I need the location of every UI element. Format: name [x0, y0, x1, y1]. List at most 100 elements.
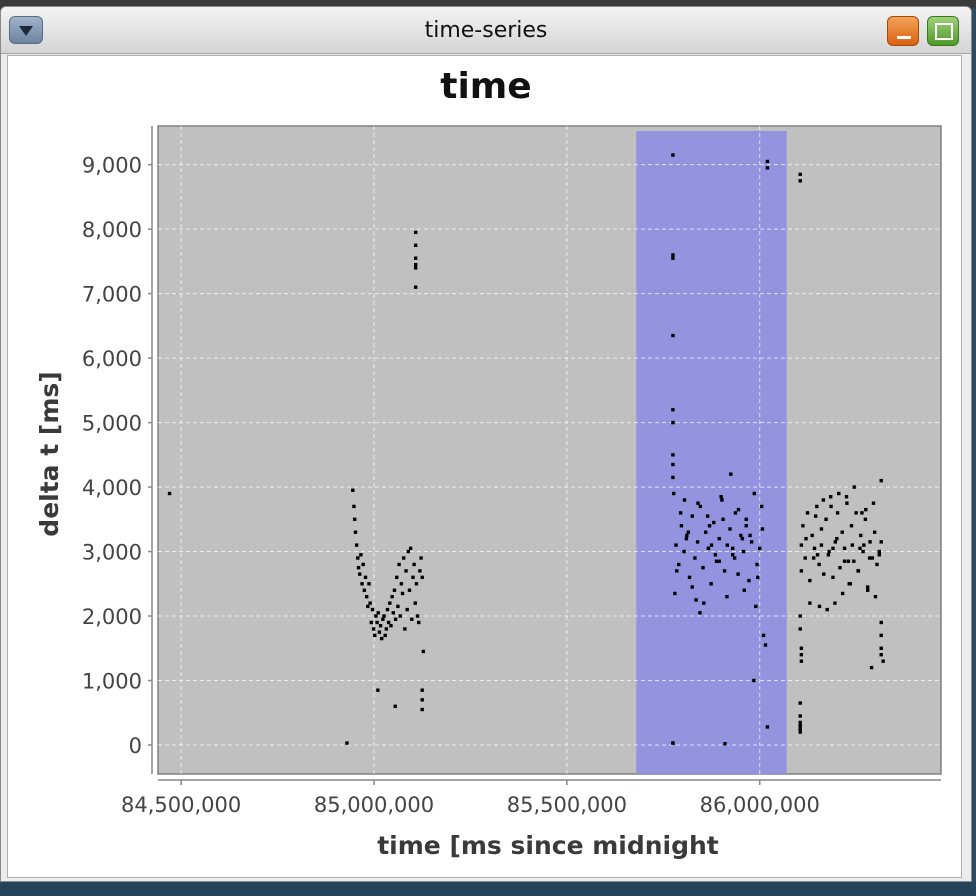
data-point	[408, 546, 413, 551]
data-point	[879, 633, 883, 638]
data-point	[353, 517, 357, 522]
data-point	[709, 543, 714, 547]
data-point	[696, 501, 700, 505]
data-point	[729, 472, 733, 476]
data-point	[848, 582, 853, 586]
data-point	[810, 533, 814, 538]
data-point	[678, 511, 683, 515]
data-point	[419, 556, 423, 560]
data-point	[861, 549, 865, 554]
data-point	[399, 582, 404, 586]
window-titlebar[interactable]: time-series	[1, 7, 971, 54]
data-point	[671, 420, 675, 425]
data-point	[674, 543, 678, 547]
data-point	[863, 517, 868, 522]
data-point	[414, 582, 419, 586]
data-point	[821, 498, 826, 502]
data-point	[403, 627, 407, 631]
data-point	[371, 627, 376, 631]
window-menu-button[interactable]	[9, 16, 43, 44]
data-point	[682, 498, 687, 502]
selection-highlight[interactable]	[636, 131, 787, 774]
minimize-button[interactable]	[887, 16, 919, 46]
data-point	[742, 588, 746, 592]
data-point	[798, 720, 802, 725]
data-point	[671, 333, 675, 338]
data-point	[835, 511, 840, 515]
x-axis-label: time [ms since midnight	[377, 831, 719, 860]
data-point	[417, 620, 421, 625]
data-point	[719, 495, 723, 499]
data-point	[714, 559, 719, 563]
data-point	[672, 491, 676, 496]
data-point	[812, 546, 817, 551]
data-point	[867, 556, 872, 560]
data-point	[405, 607, 409, 612]
data-point	[391, 611, 395, 615]
data-point	[748, 533, 752, 538]
data-point	[375, 620, 379, 625]
data-point	[854, 511, 858, 515]
chart-panel: time 0 1,000 2,000 3,000 4,000 5,000 6,000 7,00…	[7, 55, 962, 878]
data-point	[817, 604, 822, 609]
chart-title: time	[440, 66, 531, 107]
data-point	[871, 501, 876, 505]
data-point	[736, 507, 741, 512]
data-point	[736, 572, 740, 576]
data-point	[765, 159, 770, 164]
data-point	[829, 504, 833, 509]
data-point	[381, 617, 385, 621]
data-point	[868, 540, 872, 544]
plot-area[interactable]	[157, 125, 942, 775]
data-point	[413, 601, 417, 605]
data-point	[869, 665, 874, 670]
data-point	[831, 575, 835, 580]
data-point	[400, 591, 405, 596]
data-point	[383, 633, 387, 638]
data-point	[368, 601, 372, 605]
data-point	[420, 575, 424, 580]
data-point	[744, 517, 748, 522]
data-point	[356, 565, 361, 570]
data-point	[877, 553, 881, 557]
maximize-button[interactable]	[927, 16, 959, 46]
x-tick-label: 85,500,000	[507, 793, 627, 817]
data-point	[798, 723, 802, 728]
data-point	[420, 688, 424, 692]
data-point	[749, 540, 754, 544]
data-point	[671, 462, 675, 467]
data-point	[378, 624, 383, 628]
data-point	[870, 556, 875, 560]
data-point	[845, 501, 849, 505]
data-point	[671, 153, 675, 157]
data-point	[404, 569, 408, 573]
data-point	[402, 556, 406, 560]
desktop-bottom	[0, 882, 976, 896]
data-point	[799, 659, 804, 663]
data-point	[765, 166, 770, 170]
data-point	[395, 575, 399, 580]
scatter-chart[interactable]: time 0 1,000 2,000 3,000 4,000 5,000 6,000 7,00…	[8, 56, 963, 879]
data-point	[763, 643, 768, 647]
data-point	[835, 536, 839, 541]
data-point	[702, 601, 706, 605]
data-point	[693, 556, 697, 560]
data-point	[859, 533, 863, 538]
data-point	[406, 549, 411, 554]
data-point	[356, 556, 360, 560]
data-point	[798, 701, 802, 705]
data-point	[720, 498, 724, 502]
data-point	[755, 562, 759, 567]
data-point	[733, 511, 738, 515]
data-point	[840, 591, 845, 596]
data-point	[747, 578, 751, 583]
data-point	[420, 698, 424, 702]
data-point	[725, 594, 729, 599]
y-tick-label: 2,000	[82, 605, 142, 629]
data-point	[798, 179, 802, 183]
data-point	[831, 546, 835, 551]
data-point	[852, 559, 856, 563]
data-point	[842, 559, 847, 563]
data-point	[760, 527, 765, 531]
data-point	[361, 562, 365, 567]
